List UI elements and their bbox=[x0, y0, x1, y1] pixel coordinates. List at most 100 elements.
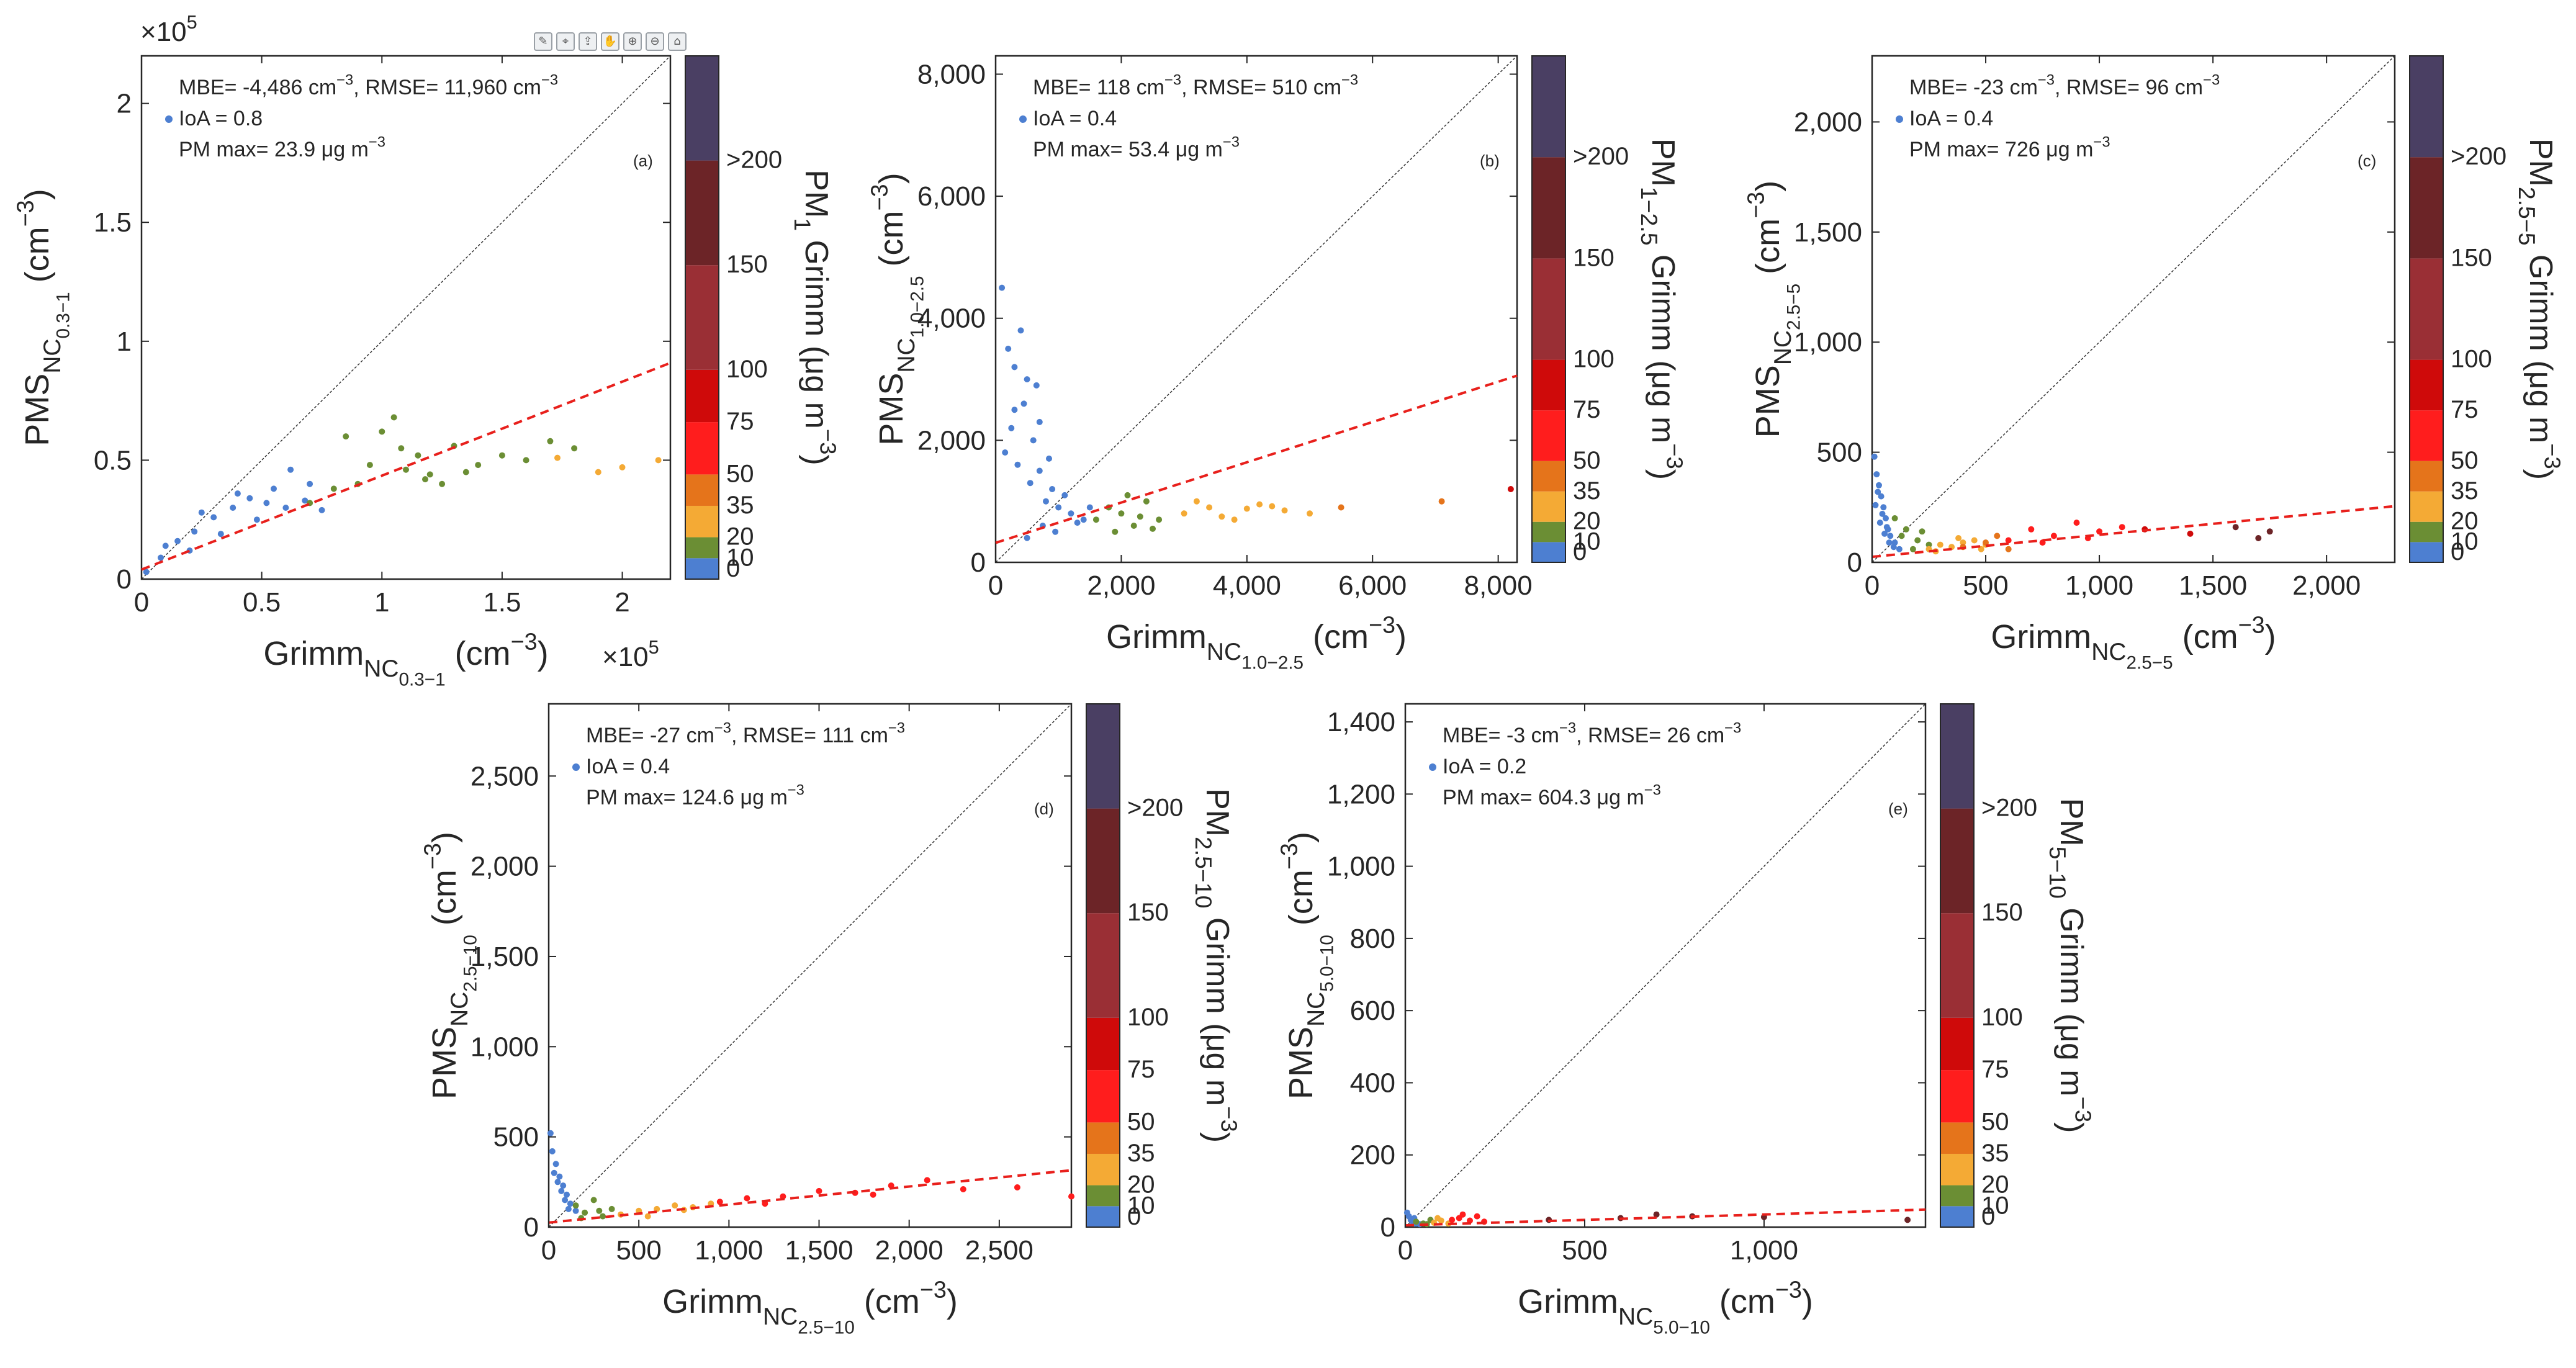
colorbar-tick-label: 50 bbox=[1573, 447, 1601, 474]
colorbar-tick-label: 35 bbox=[2451, 477, 2479, 505]
stats-ioa: IoA = 0.2 bbox=[1443, 755, 1526, 778]
data-point bbox=[716, 1199, 723, 1205]
y-tick-label: 1,500 bbox=[1794, 217, 1862, 248]
colorbar-segment bbox=[1940, 808, 1974, 914]
data-point bbox=[1269, 503, 1276, 510]
data-point bbox=[1143, 498, 1150, 505]
y-axis-label: PMSNC2.5−10 (cm−3) bbox=[420, 832, 481, 1099]
colorbar-segment bbox=[1086, 1017, 1120, 1071]
y-axis-label-part: NC bbox=[1770, 330, 1796, 365]
y-axis-label-part: NC bbox=[893, 338, 920, 372]
x-axis-label-part: ) bbox=[947, 1283, 958, 1320]
data-point bbox=[198, 509, 205, 516]
data-point bbox=[1467, 1217, 1473, 1224]
data-point bbox=[263, 500, 270, 506]
x-axis-label-part: Grimm bbox=[662, 1283, 763, 1320]
colorbar-title-part: Grimm (μg m bbox=[1645, 245, 1681, 443]
stats-pm-max-part: PM max= 604.3 μg m bbox=[1443, 786, 1644, 809]
colorbar-tick-label: 50 bbox=[1981, 1108, 2009, 1135]
colorbar-segment bbox=[1940, 1070, 1974, 1123]
data-point bbox=[1256, 501, 1263, 508]
data-point bbox=[498, 452, 505, 459]
fit-line bbox=[1871, 505, 2395, 559]
legend-marker bbox=[572, 763, 580, 771]
y-tick-label: 1,000 bbox=[1327, 852, 1395, 882]
y-axis-label-part: ) bbox=[19, 189, 56, 200]
x-exponent-part: 5 bbox=[649, 636, 659, 658]
x-tick-label: 0.5 bbox=[243, 587, 281, 618]
zoom-out-icon[interactable]: ⊖ bbox=[646, 32, 664, 51]
data-point bbox=[1872, 502, 1879, 508]
x-axis-label-part: ) bbox=[2265, 618, 2276, 655]
colorbar-frame bbox=[1531, 55, 1566, 563]
data-point bbox=[1156, 516, 1163, 523]
stats-ioa: IoA = 0.4 bbox=[1033, 107, 1117, 130]
chart-panel: 0 500 1,000 1,500 2,000 2,50005001,0001,5002,… bbox=[420, 703, 1241, 1338]
colorbar-tick-label: 150 bbox=[1981, 899, 2023, 926]
data-point bbox=[1955, 535, 1962, 541]
data-point bbox=[2255, 535, 2262, 541]
data-point bbox=[1507, 486, 1514, 492]
panel-label: (b) bbox=[1480, 151, 1500, 170]
colorbar-tick-label: 10 bbox=[1573, 528, 1601, 555]
colorbar-tick-label: 100 bbox=[2451, 346, 2492, 373]
data-point bbox=[1876, 482, 1882, 488]
colorbar-tick-label: 75 bbox=[1127, 1056, 1155, 1083]
colorbar-segment bbox=[1940, 1185, 1974, 1207]
panel-label: (c) bbox=[2358, 151, 2376, 170]
plot-frame bbox=[547, 703, 1073, 1228]
data-point bbox=[1971, 537, 1978, 544]
stats-mbe-rmse: MBE= -3 cm−3, RMSE= 26 cm−3 bbox=[1443, 720, 1741, 747]
y-axis-label-part: (cm bbox=[1749, 218, 1786, 284]
pan-icon[interactable]: ✋ bbox=[601, 32, 619, 51]
colorbar-segment bbox=[1086, 808, 1120, 914]
brush-icon[interactable]: ✎ bbox=[534, 32, 552, 51]
x-axis-label-part: ) bbox=[1395, 618, 1407, 655]
plot-frame bbox=[140, 55, 672, 580]
stats-pm-max: PM max= 53.4 μg m−3 bbox=[1033, 134, 1240, 161]
stats-mbe-rmse-part: −3 bbox=[888, 720, 905, 737]
colorbar-segment bbox=[1940, 704, 1974, 809]
stats-mbe-rmse-part: , RMSE= 510 cm bbox=[1181, 76, 1341, 99]
datatip-icon[interactable]: ⌖ bbox=[556, 32, 575, 51]
colorbar-tick-label: >200 bbox=[1981, 794, 2037, 822]
x-axis-label-part: (cm bbox=[855, 1283, 920, 1320]
data-point bbox=[1030, 437, 1037, 444]
y-tick-label: 2 bbox=[117, 89, 132, 119]
y-tick-label: 0 bbox=[1847, 547, 1862, 578]
colorbar-frame bbox=[1940, 703, 1975, 1228]
stats-mbe-rmse-part: −3 bbox=[2203, 72, 2220, 89]
export-icon[interactable]: ⇪ bbox=[579, 32, 597, 51]
data-point bbox=[1937, 541, 1943, 548]
colorbar-segment bbox=[685, 422, 719, 475]
data-point bbox=[1080, 516, 1087, 523]
colorbar-segment bbox=[1086, 913, 1120, 1018]
colorbar-tick-label: 20 bbox=[1573, 508, 1601, 535]
colorbar-tick-label: 100 bbox=[726, 356, 768, 383]
x-axis-label-part: Grimm bbox=[263, 635, 364, 672]
y-axis-label-part: PMS bbox=[873, 373, 910, 446]
data-point bbox=[462, 469, 469, 475]
colorbar-tick-label: 150 bbox=[1573, 244, 1615, 271]
y-exponent-part: 5 bbox=[187, 11, 197, 33]
colorbar-tick-label: >200 bbox=[2451, 143, 2506, 170]
y-tick-label: 0 bbox=[117, 564, 132, 595]
colorbar-segment bbox=[2410, 359, 2443, 411]
colorbar-tick-label: 35 bbox=[1981, 1140, 2009, 1167]
home-icon[interactable]: ⌂ bbox=[668, 32, 687, 51]
colorbar-segment bbox=[2410, 56, 2443, 158]
data-point bbox=[571, 445, 578, 452]
y-tick-label: 8,000 bbox=[917, 59, 986, 89]
stats-ioa: IoA = 0.4 bbox=[1909, 107, 1993, 130]
zoom-in-icon[interactable]: ⊕ bbox=[623, 32, 642, 51]
data-point bbox=[2028, 526, 2035, 533]
x-exponent: ×105 bbox=[602, 636, 659, 672]
data-point bbox=[158, 554, 164, 561]
x-axis-label-part: −3 bbox=[1775, 1277, 1802, 1303]
y-axis-label: PMSNC5.0−10 (cm−3) bbox=[1277, 832, 1338, 1099]
colorbar-segment bbox=[1532, 56, 1565, 158]
y-axis-label-part: −3 bbox=[420, 843, 446, 870]
colorbar-segment bbox=[685, 505, 719, 538]
panel-label: (d) bbox=[1034, 799, 1054, 818]
x-axis-label-part: NC bbox=[763, 1303, 798, 1330]
